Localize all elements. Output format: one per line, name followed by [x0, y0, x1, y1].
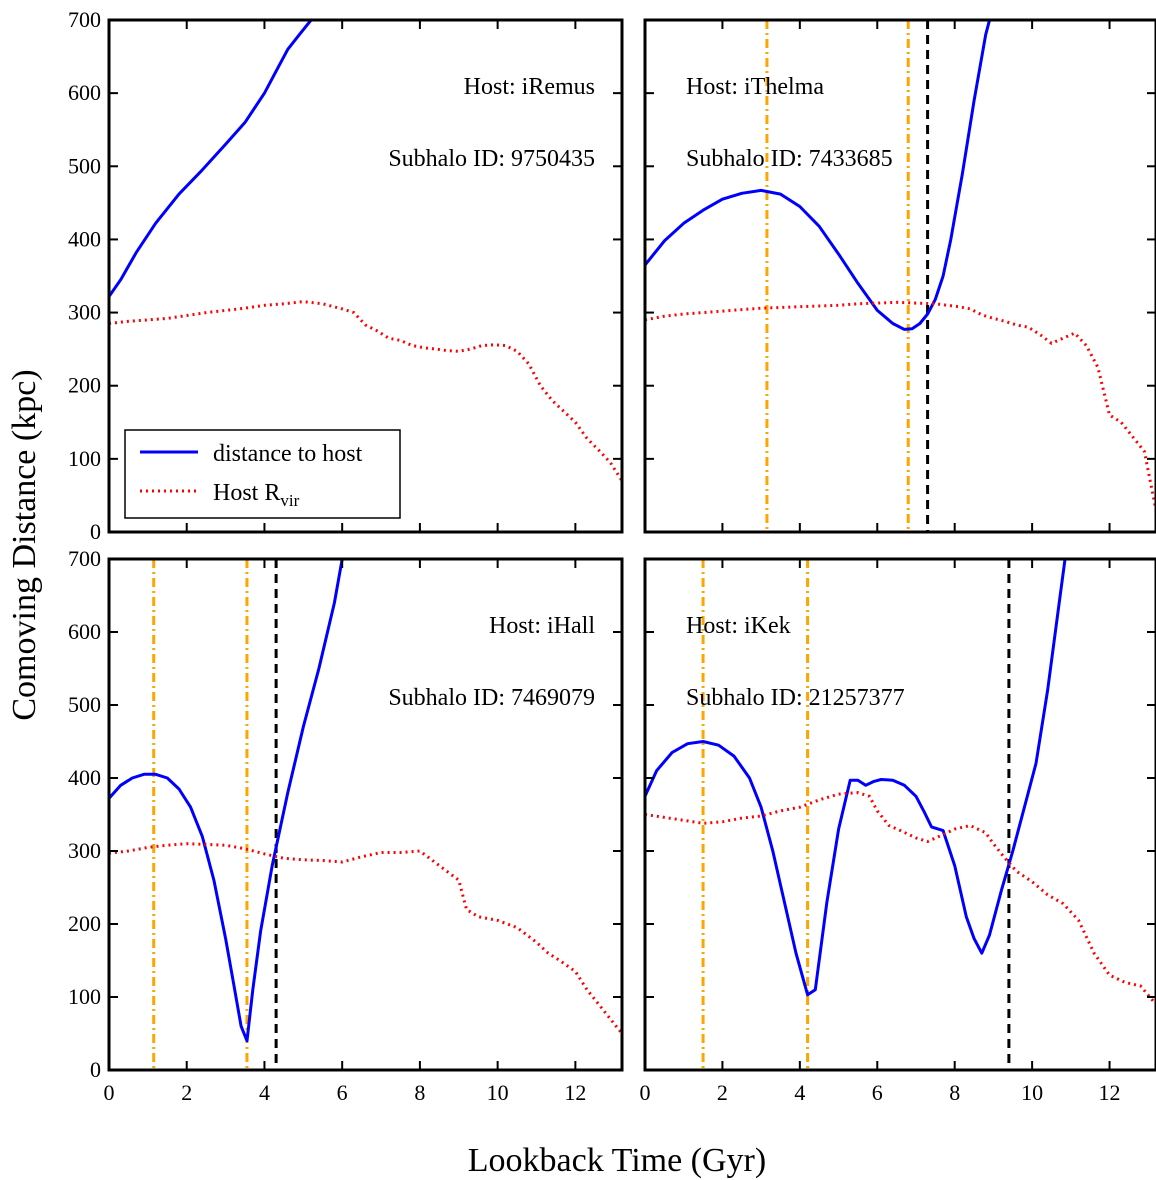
legend-label-rvir: Host Rvir [213, 480, 300, 510]
y-axis-title: Comoving Distance (kpc) [6, 369, 43, 720]
panel-ithelma-subhalo-label: Subhalo ID: 7433685 [686, 146, 893, 172]
panel-iremus-subhalo-label: Subhalo ID: 9750435 [388, 146, 595, 172]
panel-ihall-xtick-label-0: 0 [104, 1080, 115, 1105]
panel-ikek-xtick-label-8: 8 [949, 1080, 960, 1105]
panel-ihall-host-label: Host: iHall [489, 613, 595, 639]
panel-ihall-xtick-label-8: 8 [414, 1080, 425, 1105]
panel-ikek-frame [643, 557, 1156, 1072]
panel-ithelma-rvir-line [645, 300, 1156, 511]
panel-ihall-ytick-label-600: 600 [68, 619, 101, 644]
x-axis-title: Lookback Time (Gyr) [468, 1142, 766, 1179]
legend-label-distance: distance to host [213, 441, 363, 467]
panel-iremus-host-label: Host: iRemus [464, 74, 595, 100]
panel-ithelma-distance-line [645, 20, 992, 331]
panel-ikek-xtick-label-4: 4 [794, 1080, 805, 1105]
panel-iremus-ytick-label-100: 100 [68, 446, 101, 471]
panel-ihall-xtick-label-10: 10 [487, 1080, 509, 1105]
panel-ikek-xtick-label-0: 0 [640, 1080, 651, 1105]
panel-ihall: 0 100 200 300 400 500 600 700 0 2 4 6 8 10 12 Host: iHa… [68, 546, 624, 1105]
panel-ihall-ytick-label-300: 300 [68, 838, 101, 863]
panel-iremus-ytick-label-300: 300 [68, 300, 101, 325]
panel-iremus-ytick-label-200: 200 [68, 373, 101, 398]
legend: distance to host Host Rvir [124, 429, 401, 519]
panel-iremus-ytick-label-0: 0 [90, 519, 101, 544]
panel-ithelma-host-label: Host: iThelma [686, 74, 824, 100]
panel-ihall-xtick-label-4: 4 [259, 1080, 270, 1105]
panel-iremus-ytick-label-600: 600 [68, 80, 101, 105]
panel-ihall-ytick-label-500: 500 [68, 692, 101, 717]
panel-ikek-subhalo-label: Subhalo ID: 21257377 [686, 685, 905, 711]
panel-ihall-xtick-label-12: 12 [564, 1080, 586, 1105]
panel-ihall-plot-area [109, 559, 622, 1043]
panel-ihall-xtick-label-6: 6 [337, 1080, 348, 1105]
panel-ihall-subhalo-label: Subhalo ID: 7469079 [388, 685, 595, 711]
panel-ikek-xtick-label-10: 10 [1021, 1080, 1043, 1105]
panel-ikek-rvir-line [645, 791, 1156, 1006]
panel-iremus: 0 100 200 300 400 500 600 700 Host: iRemus Subhal… [68, 7, 624, 544]
panel-ikek-xtick-label-2: 2 [717, 1080, 728, 1105]
panel-iremus-frame [107, 18, 624, 534]
panel-ikek-xtick-label-12: 12 [1099, 1080, 1121, 1105]
panel-ihall-rvir-line [109, 842, 622, 1035]
panel-ithelma-plot-area [645, 20, 1156, 511]
panel-ikek-distance-line [645, 559, 1067, 997]
panel-ihall-ytick-label-0: 0 [90, 1057, 101, 1082]
panel-ihall-frame [107, 557, 624, 1072]
legend-box [124, 429, 401, 519]
panel-ikek-xtick-label-6: 6 [872, 1080, 883, 1105]
panel-iremus-plot-area [109, 20, 622, 482]
panel-ihall-xtick-label-2: 2 [181, 1080, 192, 1105]
panel-ihall-distance-line [109, 559, 344, 1043]
panel-ikek-plot-area [645, 559, 1156, 1006]
panel-ihall-ytick-label-200: 200 [68, 911, 101, 936]
panel-iremus-ytick-label-500: 500 [68, 153, 101, 178]
panel-iremus-ytick-label-400: 400 [68, 226, 101, 251]
panel-ihall-ytick-label-700: 700 [68, 546, 101, 571]
panel-ihall-ytick-label-100: 100 [68, 984, 101, 1009]
panel-ikek-host-label: Host: iKek [686, 613, 791, 639]
panel-ithelma: Host: iThelma Subhalo ID: 7433685 [643, 18, 1156, 534]
panel-ikek: 0 2 4 6 8 10 12 Host: iKek Subhalo ID: 21257377 [640, 557, 1156, 1105]
panel-iremus-distance-line [109, 20, 313, 298]
panel-iremus-ytick-label-700: 700 [68, 7, 101, 32]
panel-ihall-ytick-label-400: 400 [68, 765, 101, 790]
panel-ithelma-frame [643, 18, 1156, 534]
